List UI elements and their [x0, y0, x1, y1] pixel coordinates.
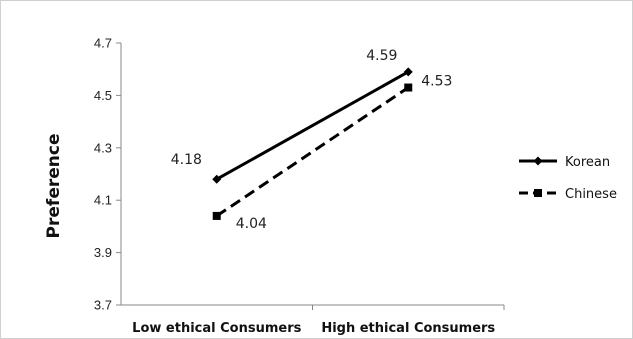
series-chinese	[212, 83, 413, 220]
legend-label: Chinese	[565, 187, 617, 202]
y-tick-label: 3.9	[94, 245, 112, 260]
legend-item-chinese: Chinese	[519, 187, 617, 202]
y-axis-title: Preference	[44, 134, 64, 239]
data-point-korean	[212, 174, 222, 184]
series-line-chinese	[215, 86, 410, 218]
y-tick-label: 3.7	[94, 298, 112, 313]
y-tick-label: 4.1	[94, 193, 112, 208]
data-point-korean	[403, 67, 413, 77]
data-labels: 4.18 4.59 4.04 4.53	[171, 48, 453, 232]
data-point-chinese	[212, 211, 221, 220]
x-ticks: Low ethical Consumers High ethical Consum…	[132, 305, 505, 336]
data-label: 4.53	[421, 74, 452, 90]
series-layer	[212, 67, 413, 220]
data-point-chinese	[404, 83, 413, 92]
legend-swatch-marker	[534, 189, 542, 197]
legend: Korean Chinese	[519, 155, 617, 202]
series-line-korean	[216, 70, 409, 181]
y-ticks: 3.7 3.9 4.1 4.3 4.5 4.7	[94, 36, 121, 313]
x-category-label: High ethical Consumers	[321, 321, 495, 336]
data-label: 4.04	[236, 216, 267, 232]
x-category-label: Low ethical Consumers	[132, 321, 301, 336]
data-label: 4.59	[366, 48, 397, 64]
legend-item-korean: Korean	[519, 155, 610, 170]
y-tick-label: 4.7	[94, 36, 112, 51]
legend-swatch-marker	[533, 156, 543, 166]
data-label: 4.18	[171, 152, 202, 168]
y-tick-label: 4.3	[94, 140, 112, 155]
series-korean	[212, 67, 413, 184]
y-tick-label: 4.5	[94, 88, 112, 103]
legend-label: Korean	[565, 155, 610, 170]
